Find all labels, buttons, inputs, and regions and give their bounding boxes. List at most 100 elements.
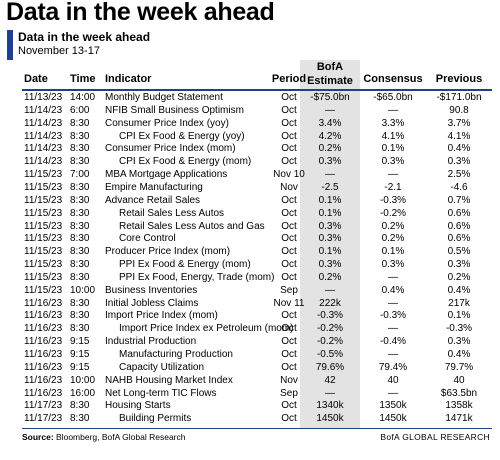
bofa-estimate-cell: 4.2% bbox=[318, 130, 342, 142]
consensus-cell: -0.3% bbox=[379, 194, 407, 206]
period-cell: Oct bbox=[281, 207, 297, 219]
bofa-estimate-cell: -0.2% bbox=[316, 323, 344, 335]
indicator-cell: Producer Price Index (mom) bbox=[105, 246, 231, 258]
date-cell: 11/15/23 bbox=[24, 207, 63, 219]
column-header: Time bbox=[70, 73, 96, 85]
consensus-cell: 40 bbox=[387, 374, 399, 386]
time-cell: 16:00 bbox=[70, 387, 96, 399]
period-cell: Oct bbox=[281, 194, 297, 206]
bofa-estimate-cell: 222k bbox=[319, 297, 341, 309]
date-cell: 11/16/23 bbox=[24, 361, 63, 373]
indicator-cell: Business Inventories bbox=[105, 284, 198, 296]
date-cell: 11/16/23 bbox=[24, 310, 63, 322]
indicator-cell: Initial Jobless Claims bbox=[105, 297, 199, 309]
date-cell: 11/16/23 bbox=[24, 349, 63, 360]
period-cell: Nov 11 bbox=[273, 297, 305, 309]
time-cell: 8:30 bbox=[70, 130, 90, 142]
consensus-cell: 0.2% bbox=[381, 233, 405, 245]
time-cell: 8:30 bbox=[70, 400, 90, 412]
bofa-estimate-cell: 0.3% bbox=[318, 156, 342, 168]
bofa-estimate-cell: 0.3% bbox=[318, 220, 342, 232]
indicator-cell: NAHB Housing Market Index bbox=[105, 374, 233, 386]
period-cell: Oct bbox=[281, 259, 297, 271]
indicator-cell: MBA Mortgage Applications bbox=[105, 169, 228, 181]
bofa-estimate-cell: 0.3% bbox=[318, 233, 342, 245]
time-cell: 8:30 bbox=[70, 117, 90, 129]
previous-cell: 2.5% bbox=[447, 169, 471, 181]
date-cell: 11/15/23 bbox=[24, 246, 63, 258]
page-title: Data in the week ahead bbox=[6, 0, 275, 26]
bofa-estimate-cell: 0.1% bbox=[318, 194, 342, 206]
consensus-cell: — bbox=[388, 349, 398, 360]
brand: BofA GLOBAL RESEARCH bbox=[380, 432, 490, 442]
previous-cell: 90.8 bbox=[449, 104, 469, 116]
column-header: Period bbox=[271, 73, 307, 85]
previous-cell: 40 bbox=[453, 374, 465, 386]
period-cell: Oct bbox=[281, 271, 297, 283]
date-cell: 11/15/23 bbox=[24, 181, 63, 193]
date-cell: 11/15/23 bbox=[24, 259, 63, 271]
indicator-cell: Consumer Price Index (mom) bbox=[105, 143, 236, 155]
period-cell: Oct bbox=[281, 361, 297, 373]
indicator-cell: Import Price Index (mom) bbox=[105, 310, 218, 322]
bofa-estimate-cell: — bbox=[325, 284, 335, 296]
header-rule bbox=[22, 89, 492, 91]
bofa-estimate-cell: — bbox=[325, 104, 335, 116]
time-cell: 8:30 bbox=[70, 310, 90, 322]
period-cell: Oct bbox=[281, 104, 297, 116]
previous-cell: $63.5bn bbox=[440, 387, 478, 399]
date-cell: 11/16/23 bbox=[24, 374, 63, 386]
period-cell: Oct bbox=[281, 349, 297, 360]
previous-cell: 0.6% bbox=[447, 207, 471, 219]
date-cell: 11/14/23 bbox=[24, 104, 63, 116]
indicator-cell: PPI Ex Food & Energy (mom) bbox=[119, 259, 251, 271]
subtitle: Data in the week ahead bbox=[18, 30, 151, 44]
consensus-cell: 0.1% bbox=[381, 143, 405, 155]
previous-cell: 0.5% bbox=[447, 246, 471, 258]
bofa-estimate-cell: -2.5 bbox=[321, 181, 339, 193]
previous-cell: -0.3% bbox=[445, 323, 473, 335]
indicator-cell: Core Control bbox=[119, 233, 176, 245]
consensus-cell: — bbox=[388, 169, 398, 181]
bofa-estimate-cell: -0.2% bbox=[316, 336, 344, 348]
time-cell: 7:00 bbox=[70, 169, 90, 181]
indicator-cell: Retail Sales Less Autos bbox=[119, 207, 225, 219]
indicator-cell: NFIB Small Business Optimism bbox=[105, 104, 244, 116]
previous-cell: 0.4% bbox=[447, 349, 471, 360]
previous-cell: -4.6 bbox=[450, 181, 468, 193]
previous-cell: 217k bbox=[448, 297, 470, 309]
previous-cell: 0.2% bbox=[447, 271, 471, 283]
bottom-rule bbox=[22, 428, 492, 429]
consensus-cell: 0.1% bbox=[381, 246, 405, 258]
previous-cell: 4.1% bbox=[447, 130, 471, 142]
time-cell: 8:30 bbox=[70, 156, 90, 168]
time-cell: 8:30 bbox=[70, 181, 90, 193]
indicator-cell: PPI Ex Food, Energy, Trade (mom) bbox=[119, 271, 275, 283]
column-header: BofA Estimate bbox=[307, 61, 353, 87]
previous-cell: 1358k bbox=[445, 400, 473, 412]
time-cell: 10:00 bbox=[70, 284, 96, 296]
date-cell: 11/15/23 bbox=[24, 284, 63, 296]
bofa-estimate-cell: 0.1% bbox=[318, 207, 342, 219]
indicator-cell: Capacity Utilization bbox=[119, 361, 205, 373]
time-cell: 8:30 bbox=[70, 271, 90, 283]
date-cell: 11/17/23 bbox=[24, 413, 63, 425]
date-cell: 11/15/23 bbox=[24, 169, 63, 181]
previous-cell: 0.3% bbox=[447, 259, 471, 271]
period-cell: Oct bbox=[281, 323, 297, 335]
date-cell: 11/17/23 bbox=[24, 400, 63, 412]
previous-cell: 0.6% bbox=[447, 220, 471, 232]
date-cell: 11/16/23 bbox=[24, 323, 63, 335]
column-header: Previous bbox=[435, 73, 483, 85]
period-cell: Oct bbox=[281, 92, 297, 103]
previous-cell: 0.1% bbox=[447, 310, 471, 322]
indicator-cell: Advance Retail Sales bbox=[105, 194, 201, 206]
bofa-estimate-cell: -$75.0bn bbox=[310, 92, 350, 103]
time-cell: 9:15 bbox=[70, 336, 90, 348]
consensus-cell: 3.3% bbox=[381, 117, 405, 129]
bofa-estimate-cell: 1340k bbox=[316, 400, 344, 412]
time-cell: 8:30 bbox=[70, 413, 90, 425]
date-cell: 11/16/23 bbox=[24, 336, 63, 348]
indicator-cell: Monthly Budget Statement bbox=[105, 92, 223, 103]
